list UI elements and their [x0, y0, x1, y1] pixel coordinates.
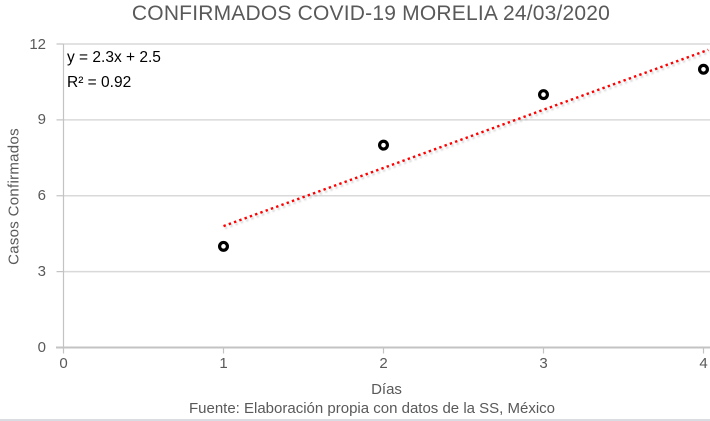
data-point-marker-3 — [537, 89, 549, 101]
data-point-marker-1 — [218, 240, 230, 252]
trendline-r2-label: R² = 0.92 — [67, 74, 132, 91]
x-tick-label-3: 3 — [539, 355, 548, 372]
y-tick-label-9: 9 — [37, 111, 46, 129]
trendline-shadow — [224, 50, 710, 230]
data-point-marker-2 — [378, 139, 390, 151]
x-axis-title: Días — [371, 381, 402, 398]
x-tick-label-0: 0 — [59, 355, 68, 372]
y-tick-label-3: 3 — [37, 263, 46, 281]
trendline-equation-label: y = 2.3x + 2.5 — [67, 49, 161, 66]
x-tick-label-1: 1 — [219, 355, 228, 372]
y-tick-label-0: 0 — [37, 339, 46, 356]
trendline-annotation: y = 2.3x + 2.5 R² = 0.92 — [67, 45, 161, 95]
trendline — [223, 48, 709, 228]
x-tick-label-2: 2 — [379, 355, 388, 372]
y-tick-label-6: 6 — [37, 187, 46, 205]
source-note: Fuente: Elaboración propia con datos de … — [188, 400, 556, 417]
x-tick-label-4: 4 — [699, 355, 708, 372]
data-point-marker-4 — [697, 63, 709, 75]
y-tick-label-12: 12 — [29, 35, 46, 53]
chart-title: CONFIRMADOS COVID-19 MORELIA 24/03/2020 — [131, 2, 611, 25]
bottom-edge-line — [0, 419, 710, 421]
